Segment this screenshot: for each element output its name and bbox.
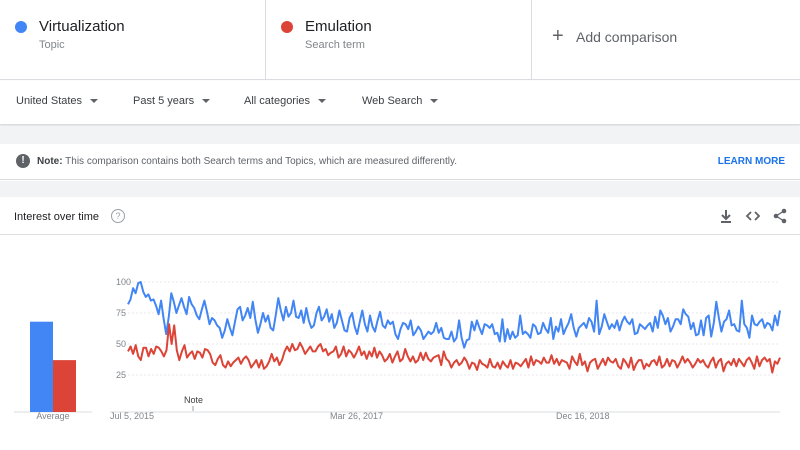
average-label: Average xyxy=(36,411,69,421)
interest-chart: Average 100 75 50 25 Jul 5, 2015 Mar 26, 2017… xyxy=(14,277,781,421)
caret-down-icon xyxy=(318,99,327,104)
term-type: Topic xyxy=(39,39,65,51)
y-tick-label: 75 xyxy=(116,308,126,318)
plus-icon: + xyxy=(552,25,564,47)
x-tick-label: Mar 26, 2017 xyxy=(330,411,383,421)
card-title: Interest over time xyxy=(14,211,99,223)
category-label: All categories xyxy=(244,95,311,107)
add-comparison-button[interactable]: + Add comparison xyxy=(532,0,800,80)
y-tick-label: 50 xyxy=(116,339,126,349)
series-color-dot xyxy=(15,21,27,33)
embed-icon[interactable] xyxy=(745,208,761,224)
term-card-virtualization[interactable]: Virtualization Topic xyxy=(0,0,266,80)
download-icon[interactable] xyxy=(718,208,734,224)
interest-over-time-card: Interest over time ? Average 100 75 50 25 Ju… xyxy=(0,197,800,450)
note-body: This comparison contains both Search ter… xyxy=(62,156,458,167)
y-tick-label: 25 xyxy=(116,370,126,380)
chart-lines xyxy=(127,281,781,374)
region-dropdown[interactable]: United States xyxy=(16,95,99,107)
x-tick-label: Jul 5, 2015 xyxy=(110,411,154,421)
note-bold: Note: xyxy=(37,156,63,167)
info-icon: ! xyxy=(16,154,30,168)
average-bar-emulation[interactable] xyxy=(53,360,76,412)
caret-down-icon xyxy=(90,99,99,104)
search-type-label: Web Search xyxy=(362,95,423,107)
term-card-emulation[interactable]: Emulation Search term xyxy=(266,0,532,80)
average-panel: Average xyxy=(14,321,92,421)
y-tick-label: 100 xyxy=(116,277,131,287)
region-label: United States xyxy=(16,95,83,107)
note-banner: ! Note: This comparison contains both Se… xyxy=(0,144,800,180)
average-bar-virtualization[interactable] xyxy=(30,321,53,412)
term-name[interactable]: Virtualization xyxy=(39,18,125,35)
search-type-dropdown[interactable]: Web Search xyxy=(362,95,439,107)
term-type: Search term xyxy=(305,39,365,51)
caret-down-icon xyxy=(202,99,211,104)
section-divider xyxy=(0,126,800,144)
share-icon[interactable] xyxy=(772,208,788,224)
series-line-emulation[interactable] xyxy=(127,323,781,374)
series-color-dot xyxy=(281,21,293,33)
learn-more-link[interactable]: LEARN MORE xyxy=(717,156,785,167)
add-comparison-label: Add comparison xyxy=(576,29,678,45)
note-text: Note: This comparison contains both Sear… xyxy=(37,156,457,167)
filter-bar: United States Past 5 years All categorie… xyxy=(0,81,800,125)
series-line-virtualization[interactable] xyxy=(127,281,781,349)
chart-labels: 100 75 50 25 Jul 5, 2015 Mar 26, 2017 Dec 16, … xyxy=(110,277,610,421)
period-label: Past 5 years xyxy=(133,95,195,107)
caret-down-icon xyxy=(430,99,439,104)
section-divider xyxy=(0,181,800,197)
x-tick-label: Dec 16, 2018 xyxy=(556,411,610,421)
chart-grid xyxy=(110,281,780,413)
note-annotation[interactable]: Note xyxy=(184,395,203,405)
comparison-bar: Virtualization Topic Emulation Search te… xyxy=(0,0,800,80)
period-dropdown[interactable]: Past 5 years xyxy=(133,95,211,107)
category-dropdown[interactable]: All categories xyxy=(244,95,327,107)
card-header: Interest over time ? xyxy=(0,197,800,235)
help-icon[interactable]: ? xyxy=(111,209,125,223)
term-name[interactable]: Emulation xyxy=(305,18,372,35)
